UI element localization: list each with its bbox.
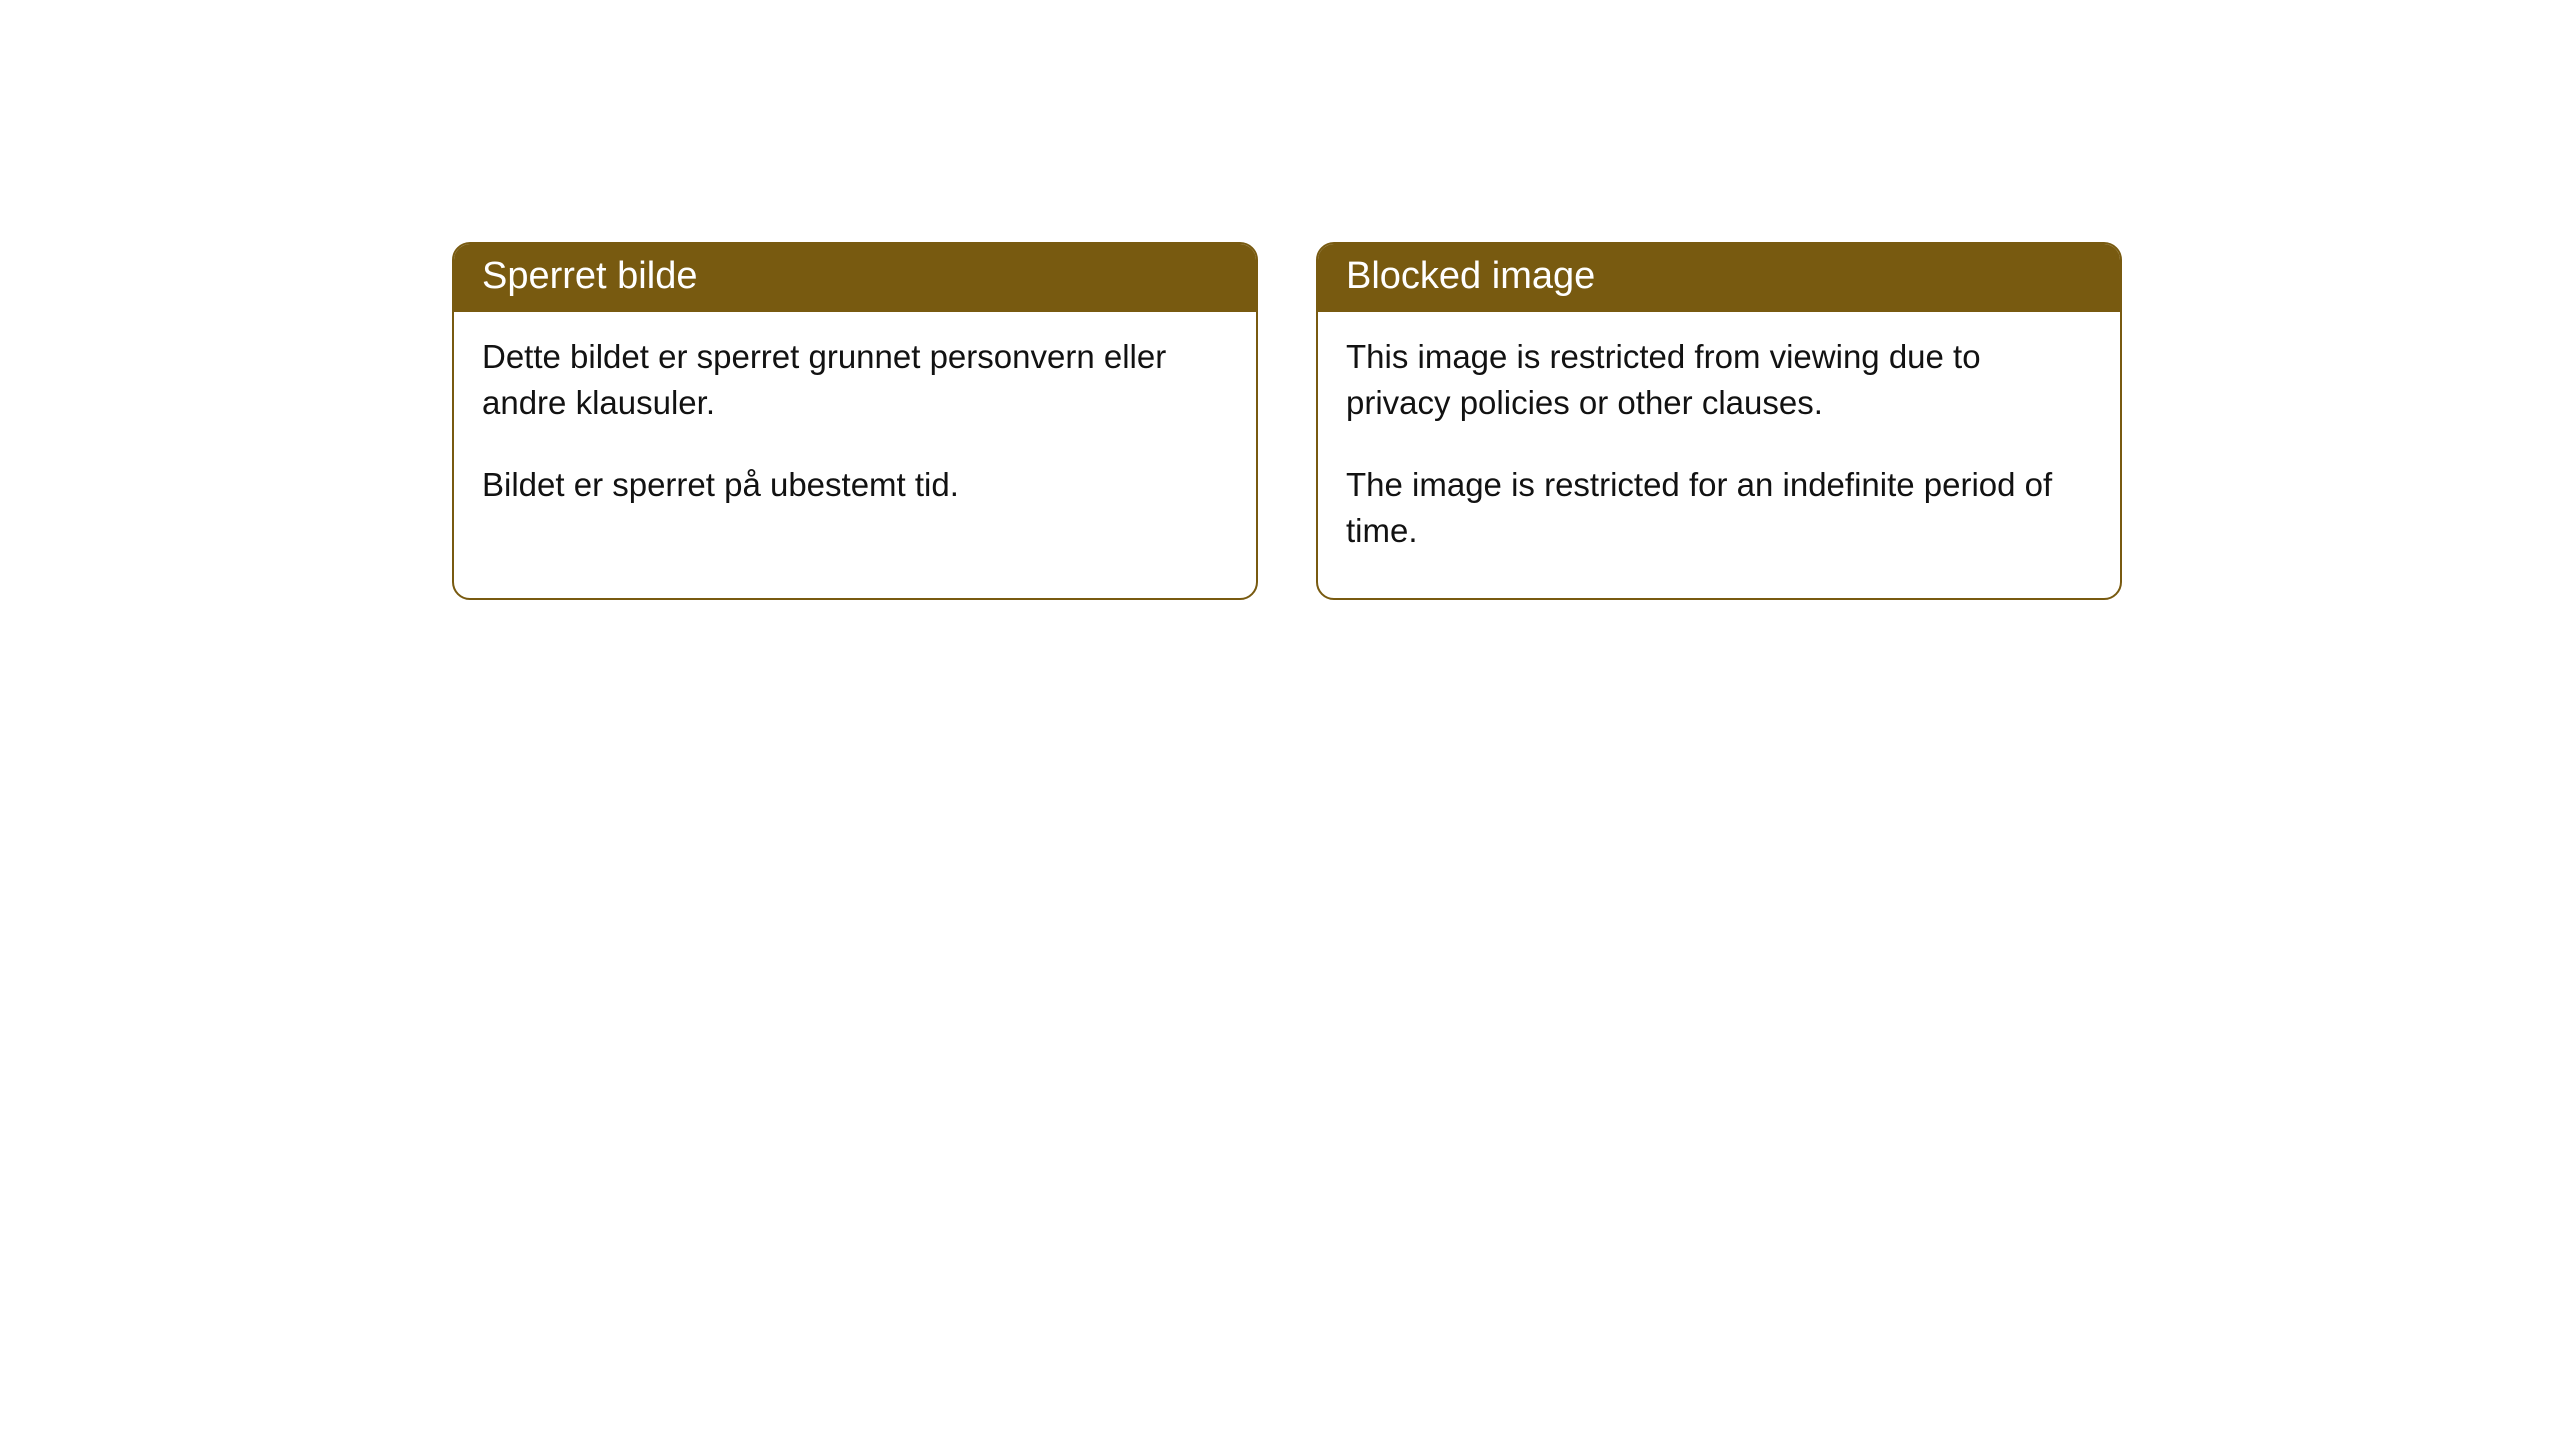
card-body: Dette bildet er sperret grunnet personve… bbox=[454, 312, 1256, 553]
card-header: Blocked image bbox=[1318, 244, 2120, 312]
card-paragraph: Bildet er sperret på ubestemt tid. bbox=[482, 462, 1228, 508]
card-title: Sperret bilde bbox=[482, 255, 697, 297]
card-title: Blocked image bbox=[1346, 255, 1595, 297]
card-body: This image is restricted from viewing du… bbox=[1318, 312, 2120, 599]
notice-card-english: Blocked image This image is restricted f… bbox=[1316, 242, 2122, 600]
notice-card-norwegian: Sperret bilde Dette bildet er sperret gr… bbox=[452, 242, 1258, 600]
card-paragraph: The image is restricted for an indefinit… bbox=[1346, 462, 2092, 554]
card-paragraph: Dette bildet er sperret grunnet personve… bbox=[482, 334, 1228, 426]
notice-cards-container: Sperret bilde Dette bildet er sperret gr… bbox=[452, 242, 2122, 600]
card-paragraph: This image is restricted from viewing du… bbox=[1346, 334, 2092, 426]
card-header: Sperret bilde bbox=[454, 244, 1256, 312]
